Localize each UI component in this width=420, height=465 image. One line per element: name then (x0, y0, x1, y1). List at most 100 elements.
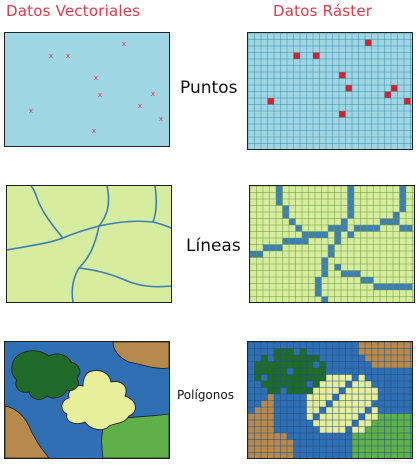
point-marker: x (151, 90, 155, 98)
raster-line-cells (250, 186, 413, 302)
raster-polygon-cell (410, 413, 412, 420)
raster-polygon-cell (384, 342, 391, 349)
raster-polygon-cell (365, 342, 372, 349)
raster-polygon-cell (371, 342, 378, 349)
raster-polygon-cell (274, 381, 281, 388)
raster-line-cell (315, 283, 322, 290)
raster-polygon-cell (267, 452, 274, 458)
raster-polygon-cell (332, 387, 339, 394)
raster-polygon-cell (287, 361, 294, 368)
raster-line-cell (393, 218, 400, 225)
raster-line-cell (399, 186, 406, 193)
raster-point-cells (267, 39, 411, 118)
raster-line-cell (315, 277, 322, 284)
raster-line-cell (386, 283, 393, 290)
raster-polygon-cell (404, 439, 411, 446)
raster-polygon-cell (391, 452, 398, 458)
raster-polygon-cell (326, 381, 333, 388)
raster-polygon-cell (274, 387, 281, 394)
raster-polygon-cell (287, 446, 294, 453)
raster-polygon-cell (339, 420, 346, 427)
raster-polygon-cell (319, 381, 326, 388)
raster-polygon-cell (358, 381, 365, 388)
raster-polygon-cell (332, 374, 339, 381)
raster-polygon-cell (378, 426, 385, 433)
point-marker: x (159, 115, 163, 123)
water-background (5, 33, 169, 146)
raster-polygon-cell (404, 413, 411, 420)
raster-polygon-cell (280, 381, 287, 388)
raster-polygon-cell (300, 381, 307, 388)
raster-polygon-cell (371, 452, 378, 458)
raster-polygon-cell (300, 368, 307, 375)
raster-line-cell (308, 231, 315, 238)
raster-polygon-cell (397, 452, 404, 458)
raster-polygon-cell (404, 433, 411, 440)
raster-line-cell (282, 238, 289, 245)
raster-polygon-cell (410, 452, 412, 458)
raster-polygon-cell (404, 361, 411, 368)
raster-polygon-cell (384, 420, 391, 427)
raster-polygon-cell (371, 348, 378, 355)
raster-polygon-cell (261, 368, 268, 375)
raster-polygon-cell (261, 433, 268, 440)
raster-polygon-cell (254, 413, 261, 420)
raster-polygon-cell (261, 426, 268, 433)
raster-polygon-cell (345, 387, 352, 394)
vector-points-panel: x x x x x x x x x x (4, 32, 170, 147)
raster-polygon-cell (319, 413, 326, 420)
raster-polygon-cell (410, 342, 412, 349)
raster-polygon-cell (293, 368, 300, 375)
raster-polygon-cell (365, 381, 372, 388)
raster-polygon-cell (365, 452, 372, 458)
raster-polygon-cell (352, 400, 359, 407)
raster-polygon-cell (371, 439, 378, 446)
raster-polygon-cell (319, 400, 326, 407)
raster-polygon-cell (358, 439, 365, 446)
raster-polygon-cell (293, 381, 300, 388)
raster-polygon-cell (410, 433, 412, 440)
raster-polygon-cell (313, 394, 320, 401)
raster-polygon-cell (391, 413, 398, 420)
river-line (152, 186, 158, 223)
raster-point-cell (391, 85, 398, 92)
raster-polygon-cell (287, 348, 294, 355)
point-marker: x (122, 40, 126, 48)
raster-polygon-cells (248, 342, 412, 458)
raster-polygon-cell (352, 394, 359, 401)
raster-polygon-cell (365, 446, 372, 453)
raster-line-cell (315, 290, 322, 297)
point-marker: x (138, 102, 142, 110)
raster-polygon-cell (313, 381, 320, 388)
raster-polygon-cell (261, 400, 268, 407)
raster-line-cell (276, 244, 283, 251)
raster-line-cell (289, 238, 296, 245)
raster-line-cell (341, 225, 348, 232)
raster-point-cell (365, 39, 372, 46)
raster-polygon-cell (391, 355, 398, 362)
raster-polygon-cell (300, 387, 307, 394)
raster-polygon-cell (280, 452, 287, 458)
raster-line-cell (334, 225, 341, 232)
raster-polygon-cell (404, 446, 411, 453)
raster-polygon-cell (280, 439, 287, 446)
vector-lines-map (7, 186, 171, 302)
raster-polygon-cell (248, 446, 255, 453)
raster-line-cell (393, 283, 400, 290)
raster-polygon-cell (280, 446, 287, 453)
raster-polygon-cell (384, 452, 391, 458)
raster-line-cell (347, 192, 354, 199)
raster-polygon-cell (274, 348, 281, 355)
raster-line-cell (347, 205, 354, 212)
raster-line-cell (269, 244, 276, 251)
raster-polygon-cell (261, 355, 268, 362)
raster-line-cell (367, 225, 374, 232)
raster-polygon-cell (397, 355, 404, 362)
raster-polygon-cell (267, 374, 274, 381)
raster-polygon-cell (384, 426, 391, 433)
point-marker: x (49, 52, 53, 60)
river-line (78, 267, 171, 288)
raster-line-cell (302, 231, 309, 238)
raster-polygon-cell (358, 342, 365, 349)
raster-polygon-cell (254, 452, 261, 458)
